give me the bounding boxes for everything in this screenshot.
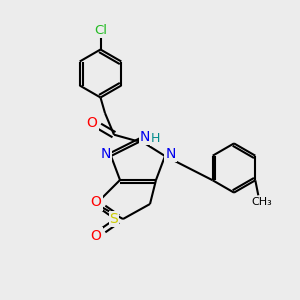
Text: Cl: Cl (94, 24, 107, 37)
Text: N: N (140, 130, 151, 144)
Text: O: O (87, 116, 98, 130)
Text: S: S (110, 212, 118, 226)
Text: N: N (100, 147, 111, 160)
Text: O: O (91, 229, 101, 242)
Text: N: N (165, 147, 176, 160)
Text: H: H (151, 132, 160, 145)
Text: O: O (91, 196, 101, 209)
Text: CH₃: CH₃ (251, 197, 272, 207)
